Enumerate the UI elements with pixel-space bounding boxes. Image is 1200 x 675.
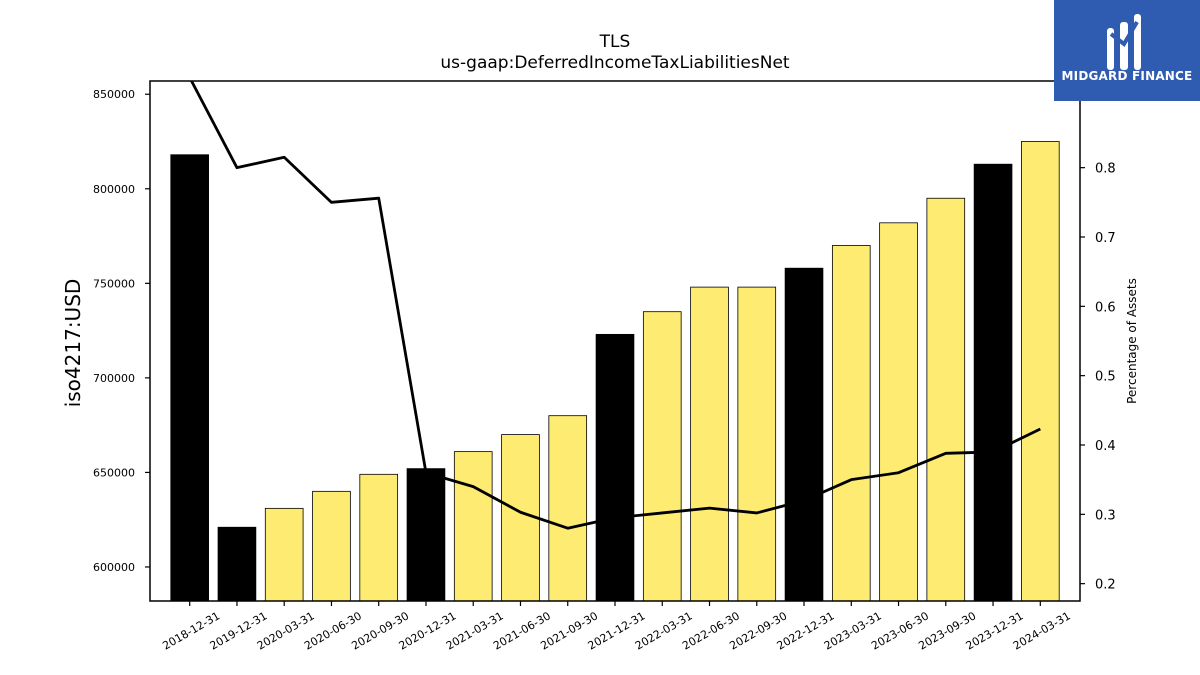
logo-mark-icon (1107, 14, 1141, 70)
bar-2020-09-30 (359, 473, 399, 601)
line-series-percentage (189, 81, 1041, 530)
bar-2020-03-31 (264, 507, 304, 601)
bar-2020-06-30 (312, 490, 351, 601)
y2-tick-label: 0.4 (1095, 439, 1116, 454)
y-tick-label: 750000 (93, 277, 135, 290)
bar-2022-06-30 (690, 286, 729, 601)
y2-tick-label: 0.2 (1095, 578, 1116, 593)
y2-tick-label: 0.5 (1095, 370, 1116, 385)
y2-tick-label: 0.3 (1095, 508, 1116, 523)
bar-2020-12-31 (406, 468, 446, 601)
y-tick-label: 650000 (93, 466, 135, 479)
bar-2023-09-30 (926, 197, 966, 601)
bar-2024-03-31 (1021, 141, 1060, 601)
bar-2022-09-30 (737, 286, 777, 601)
bar-2022-12-31 (784, 267, 824, 601)
y-tick-label: 850000 (93, 88, 135, 101)
y2-tick-label: 0.8 (1095, 162, 1116, 177)
bars-layer (170, 141, 1060, 601)
bar-2018-12-31 (170, 154, 209, 601)
y-tick-label: 600000 (93, 561, 135, 574)
chart-title: TLS (599, 32, 631, 52)
bar-2022-03-31 (642, 311, 682, 601)
y2-axis-label: Percentage of Assets (1125, 278, 1139, 404)
chart-subtitle: us-gaap:DeferredIncomeTaxLiabilitiesNet (440, 53, 790, 73)
bar-2023-12-31 (973, 163, 1013, 601)
bar-2021-09-30 (548, 415, 588, 601)
brand-logo: MIDGARD FINANCE (1054, 0, 1200, 101)
line-layer (189, 81, 1041, 530)
bar-2021-12-31 (595, 333, 635, 601)
bar-2023-06-30 (879, 222, 918, 601)
bar-2023-03-31 (831, 245, 871, 601)
y2-tick-label: 0.6 (1095, 300, 1116, 315)
logo-text: MIDGARD FINANCE (1061, 69, 1193, 83)
y2-tick-label: 0.7 (1095, 231, 1116, 246)
y-tick-label: 800000 (93, 183, 135, 196)
bar-2019-12-31 (217, 526, 257, 601)
y-tick-label: 700000 (93, 372, 135, 385)
bar-2021-03-31 (453, 451, 493, 601)
y-axis-label: iso4217:USD (61, 278, 85, 408)
